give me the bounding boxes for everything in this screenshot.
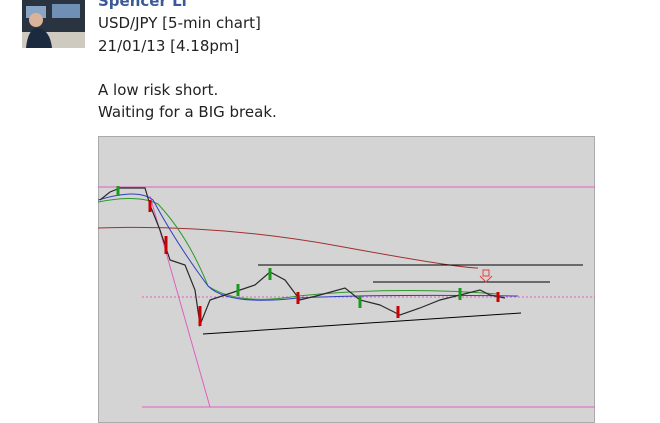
author-name[interactable]: Spencer Li xyxy=(98,0,187,10)
avatar[interactable] xyxy=(22,0,85,48)
post-subtitle: USD/JPY [5-min chart] xyxy=(98,14,261,32)
chart-image[interactable] xyxy=(98,136,595,423)
post-text: Waiting for a BIG break. xyxy=(98,103,277,121)
post-text: A low risk short. xyxy=(98,81,219,99)
post-date: 21/01/13 [4.18pm] xyxy=(98,37,240,55)
